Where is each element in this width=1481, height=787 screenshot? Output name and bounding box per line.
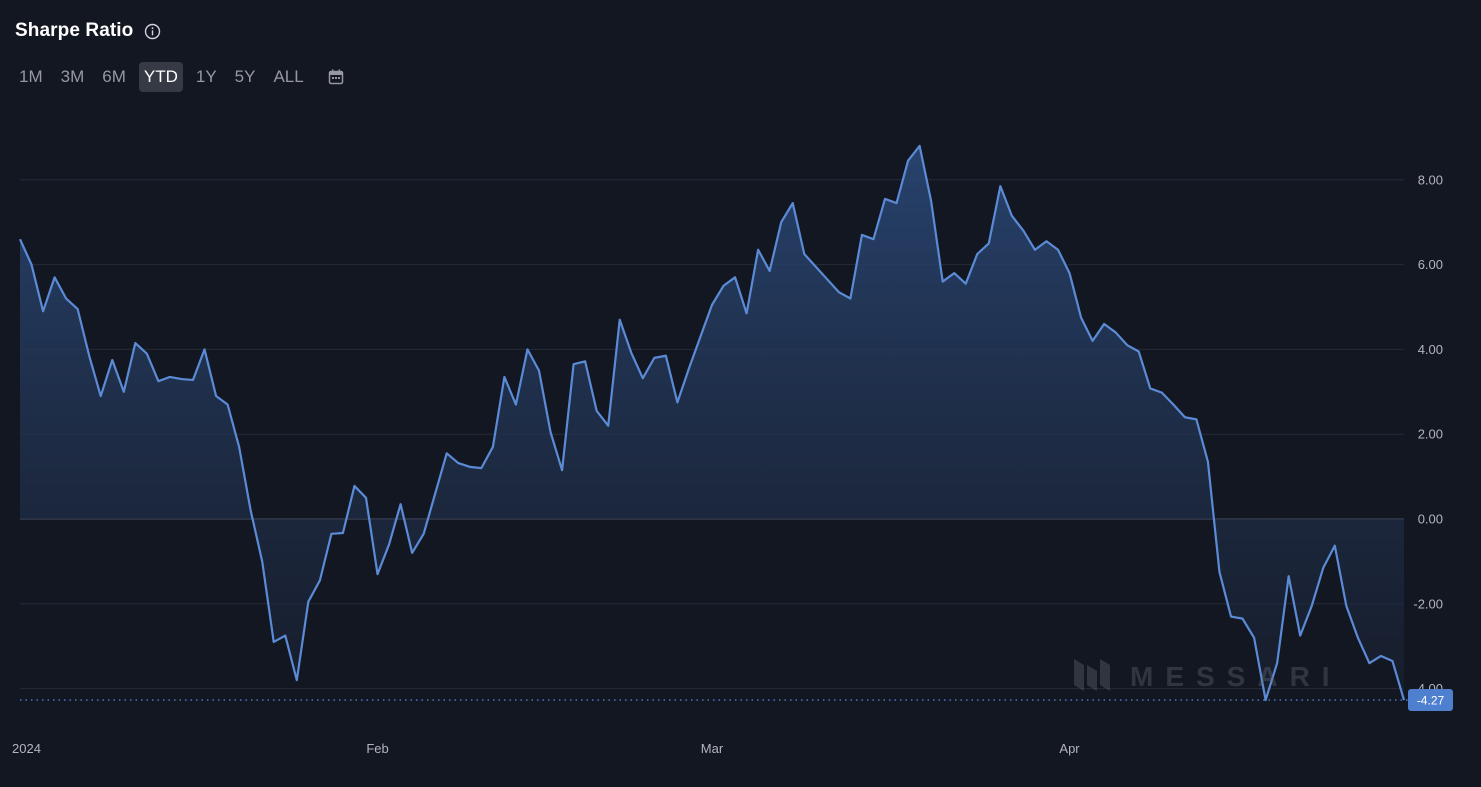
x-axis: 2024 Feb Mar Apr — [12, 741, 1080, 756]
y-axis: 8.006.004.002.000.00-2.00-4.00 — [1413, 172, 1443, 696]
calendar-icon[interactable] — [327, 68, 345, 86]
series-line-path — [18, 144, 1406, 702]
range-all-button[interactable]: ALL — [273, 67, 304, 86]
range-3m-button[interactable]: 3M — [60, 67, 85, 86]
last-value-marker: -4.27 — [20, 689, 1453, 712]
last-value-badge — [1408, 689, 1453, 712]
y-tick-label: 4.00 — [1418, 342, 1443, 357]
messari-logo-icon — [1072, 655, 1114, 698]
range-1y-button[interactable]: 1Y — [195, 67, 217, 86]
range-6m-button[interactable]: 6M — [102, 67, 126, 86]
chart-header: Sharpe Ratio — [15, 20, 161, 42]
y-tick-label: 0.00 — [1418, 512, 1443, 527]
y-tick-label: 8.00 — [1418, 172, 1443, 187]
area-fill — [20, 145, 1404, 701]
range-ytd-button[interactable]: YTD — [138, 62, 183, 92]
range-5y-button[interactable]: 5Y — [234, 67, 256, 86]
x-tick-label: Mar — [701, 741, 724, 756]
range-1m-button[interactable]: 1M — [19, 67, 43, 86]
watermark-text: MESSARI — [1130, 660, 1342, 692]
range-selector: 1M 3M 6M YTD 1Y 5Y ALL — [14, 62, 345, 92]
x-tick-label: Feb — [366, 741, 388, 756]
series-line — [18, 144, 1406, 702]
info-icon[interactable] — [144, 23, 161, 40]
messari-watermark: MESSARI — [1072, 655, 1342, 698]
area-path — [20, 145, 1404, 701]
y-tick-label: 6.00 — [1418, 257, 1443, 272]
chart-title: Sharpe Ratio — [15, 20, 134, 41]
last-value-label: -4.27 — [1417, 694, 1445, 708]
x-tick-label: Apr — [1059, 741, 1080, 756]
y-tick-label: -2.00 — [1413, 596, 1443, 611]
x-tick-label: 2024 — [12, 741, 41, 756]
y-tick-label: 2.00 — [1418, 427, 1443, 442]
